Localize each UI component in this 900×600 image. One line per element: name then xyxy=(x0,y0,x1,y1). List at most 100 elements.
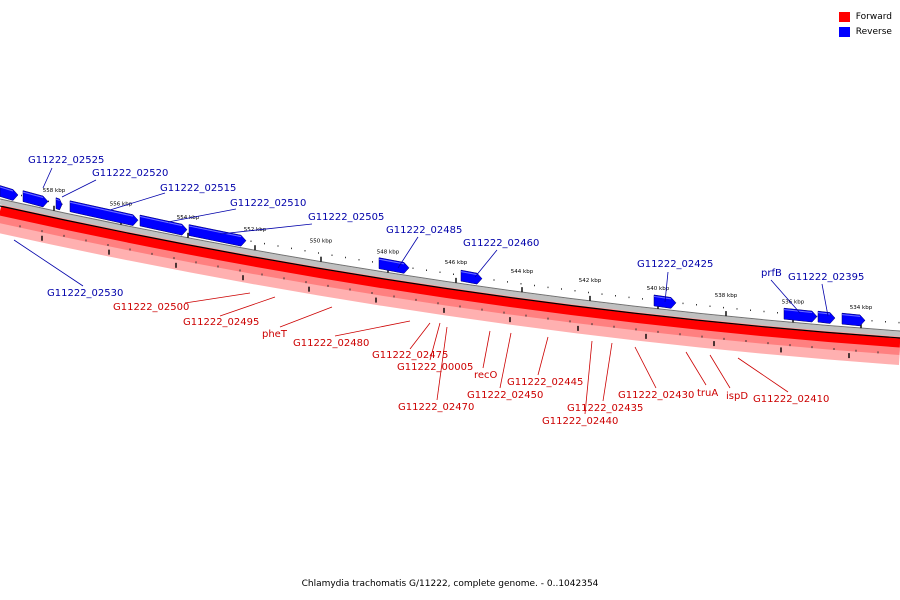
gene-labels: G11222_02525 G11222_02520 G11222_02515 G112… xyxy=(28,155,864,427)
legend-item-reverse: Reverse xyxy=(838,24,892,39)
kbp-label: 536 kbp xyxy=(782,299,805,305)
reverse-gene-arrow xyxy=(0,185,19,201)
reverse-track-edge xyxy=(0,198,900,332)
leader-line xyxy=(499,332,512,389)
reverse-gene-highlight xyxy=(378,258,405,265)
reverse-gene-arrow xyxy=(783,307,818,323)
gene-label-forward: ispD xyxy=(726,391,748,402)
leader-line xyxy=(537,336,549,376)
leader-line xyxy=(664,271,669,303)
leader-line xyxy=(109,192,166,211)
leader-line xyxy=(219,223,313,235)
reverse-gene-arrow xyxy=(460,269,483,285)
gene-label-reverse: G11222_02425 xyxy=(637,259,713,270)
kbp-label: 548 kbp xyxy=(377,250,400,256)
kbp-label: 540 kbp xyxy=(647,286,670,292)
gene-label-forward: G11222_02480 xyxy=(293,338,369,349)
kbp-label: 558 kbp xyxy=(43,188,66,194)
kbp-label: 550 kbp xyxy=(310,239,333,245)
gene-label-forward: G11222_02475 xyxy=(372,350,448,361)
reverse-gene-arrow xyxy=(55,197,63,211)
leader-line xyxy=(737,357,789,393)
kbp-label: 538 kbp xyxy=(715,293,738,299)
leader-line xyxy=(279,306,333,328)
legend: Forward Reverse xyxy=(838,9,892,39)
gene-label-forward: G11222_02450 xyxy=(467,390,543,401)
reverse-track-band xyxy=(0,199,900,337)
gene-label-forward: G11222_02430 xyxy=(618,390,694,401)
reverse-swatch xyxy=(838,26,850,37)
legend-label-reverse: Reverse xyxy=(855,26,892,37)
leader-line xyxy=(584,340,593,415)
reverse-gene-highlight xyxy=(188,225,242,238)
leader-line xyxy=(436,326,448,401)
genome-backbone xyxy=(0,205,900,339)
legend-label-forward: Forward xyxy=(855,11,892,22)
kbp-label: 534 kbp xyxy=(850,305,873,311)
gene-label-forward: G11222_02495 xyxy=(183,317,259,328)
gene-label-reverse: G11222_02460 xyxy=(463,238,539,249)
leader-line xyxy=(429,322,441,361)
gene-label-reverse: G11222_02530 xyxy=(47,288,123,299)
gene-label-forward: recO xyxy=(474,370,498,381)
leader-line xyxy=(634,346,657,389)
gene-label-reverse: G11222_02485 xyxy=(386,225,462,236)
leader-line xyxy=(167,208,237,223)
reverse-gene-arrow xyxy=(22,190,49,208)
leader-line xyxy=(42,167,53,189)
leader-line xyxy=(334,320,411,337)
leader-line xyxy=(397,236,419,269)
gene-label-forward: G11222_02410 xyxy=(753,394,829,405)
reverse-gene-highlight xyxy=(841,314,861,317)
leader-line xyxy=(821,283,829,317)
gene-label-forward: G11222_00005 xyxy=(397,362,473,373)
leader-line xyxy=(770,279,801,314)
leader-line xyxy=(685,351,707,386)
forward-swatch xyxy=(838,11,850,22)
leader-line xyxy=(602,342,613,402)
leader-line xyxy=(709,354,731,389)
reverse-gene-arrow xyxy=(139,214,188,236)
reverse-gene-highlight xyxy=(817,312,831,315)
leader-line xyxy=(61,179,97,198)
kbp-label: 546 kbp xyxy=(445,260,468,266)
reverse-gene-highlight xyxy=(139,216,183,227)
reverse-gene-arrow xyxy=(817,310,836,324)
kbp-label: 544 kbp xyxy=(511,269,534,275)
leader-line xyxy=(482,330,491,369)
genome-caption: Chlamydia trachomatis G/11222, complete … xyxy=(301,579,599,589)
leader-line xyxy=(219,296,276,317)
gene-label-reverse: G11222_02505 xyxy=(308,212,384,223)
reverse-gene-highlight xyxy=(55,198,60,201)
gene-label-forward: G11222_02440 xyxy=(542,416,618,427)
leader-line xyxy=(409,322,431,350)
gene-label-reverse: G11222_02395 xyxy=(788,272,864,283)
reverse-gene-highlight xyxy=(22,191,44,198)
reverse-gene-highlight xyxy=(460,271,478,276)
forward-band xyxy=(0,206,900,348)
gene-label-forward: G11222_02445 xyxy=(507,377,583,388)
reverse-gene-highlight xyxy=(69,201,134,217)
gene-label-forward: pheT xyxy=(262,329,288,340)
leader-line xyxy=(184,292,251,304)
gene-label-reverse: G11222_02525 xyxy=(28,155,104,166)
label-leaders xyxy=(13,167,829,415)
kbp-label: 556 kbp xyxy=(110,202,133,208)
gene-label-forward: G11222_02500 xyxy=(113,302,189,313)
gene-label-forward: G11222_02470 xyxy=(398,402,474,413)
gene-label-reverse: G11222_02510 xyxy=(230,198,306,209)
leader-line xyxy=(474,249,498,278)
reverse-gene-highlight xyxy=(0,186,14,192)
gene-label-reverse: prfB xyxy=(761,268,782,279)
legend-item-forward: Forward xyxy=(838,9,892,24)
gene-label-reverse: G11222_02515 xyxy=(160,183,236,194)
reverse-gene-arrow xyxy=(69,200,139,226)
kbp-label: 542 kbp xyxy=(579,278,602,284)
reverse-gene-highlight xyxy=(653,295,672,300)
gene-features xyxy=(0,185,866,327)
gene-label-forward: truA xyxy=(697,388,718,399)
reverse-gene-arrow xyxy=(378,257,410,274)
leader-line xyxy=(13,239,84,287)
